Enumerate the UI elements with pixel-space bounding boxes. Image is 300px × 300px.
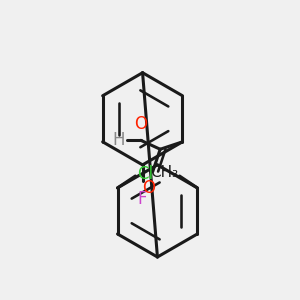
Text: O: O — [134, 115, 147, 133]
Text: O: O — [142, 179, 155, 197]
Text: CH₃: CH₃ — [150, 165, 178, 180]
Text: H: H — [112, 131, 124, 149]
Text: F: F — [138, 190, 147, 208]
Text: Cl: Cl — [137, 165, 153, 183]
